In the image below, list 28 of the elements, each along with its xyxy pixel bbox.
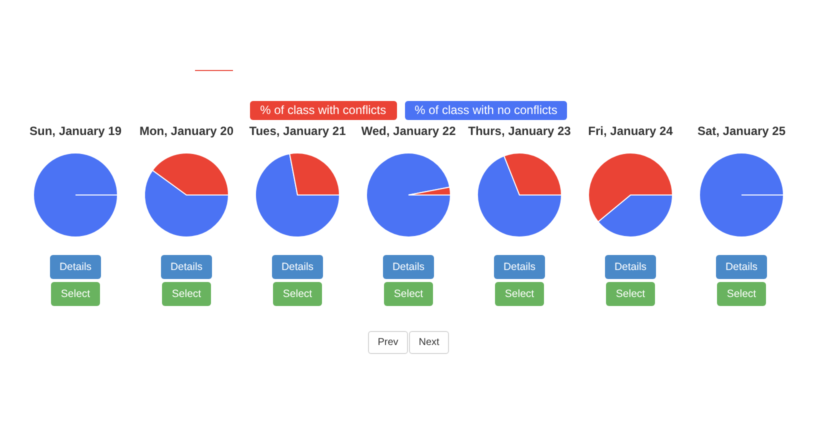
legend-label: % of class with conflicts <box>260 102 386 119</box>
select-button: Select <box>606 282 655 306</box>
next-button: Next <box>409 331 449 354</box>
legend-label: % of class with no conflicts <box>414 102 558 119</box>
chart-title: Mon, January 20 <box>139 124 234 138</box>
chart-title: Sat, January 25 <box>697 124 786 138</box>
select-button: Select <box>717 282 766 306</box>
chart-title: Thurs, January 23 <box>468 124 572 138</box>
details-button: Details <box>383 255 434 279</box>
details-button: Details <box>272 255 323 279</box>
select-button: Select <box>162 282 211 306</box>
pie-slice <box>255 153 340 238</box>
details-button: Details <box>161 255 212 279</box>
text: Sun, January 19 <box>29 124 122 138</box>
chart-title: Fri, January 24 <box>588 124 674 138</box>
chart-title: Wed, January 22 <box>361 124 456 138</box>
pie-slice <box>477 155 562 238</box>
details-button: Details <box>494 255 545 279</box>
prev-button: Prev <box>368 331 408 354</box>
details-button: Details <box>605 255 656 279</box>
details-button: Details <box>716 255 767 279</box>
select-button: Select <box>51 282 100 306</box>
select-button: Select <box>273 282 322 306</box>
pie-slice <box>366 152 451 238</box>
select-button: Select <box>495 282 544 306</box>
chart-title: Tues, January 21 <box>249 124 346 138</box>
select-button: Select <box>384 282 433 306</box>
details-button: Details <box>50 255 101 279</box>
